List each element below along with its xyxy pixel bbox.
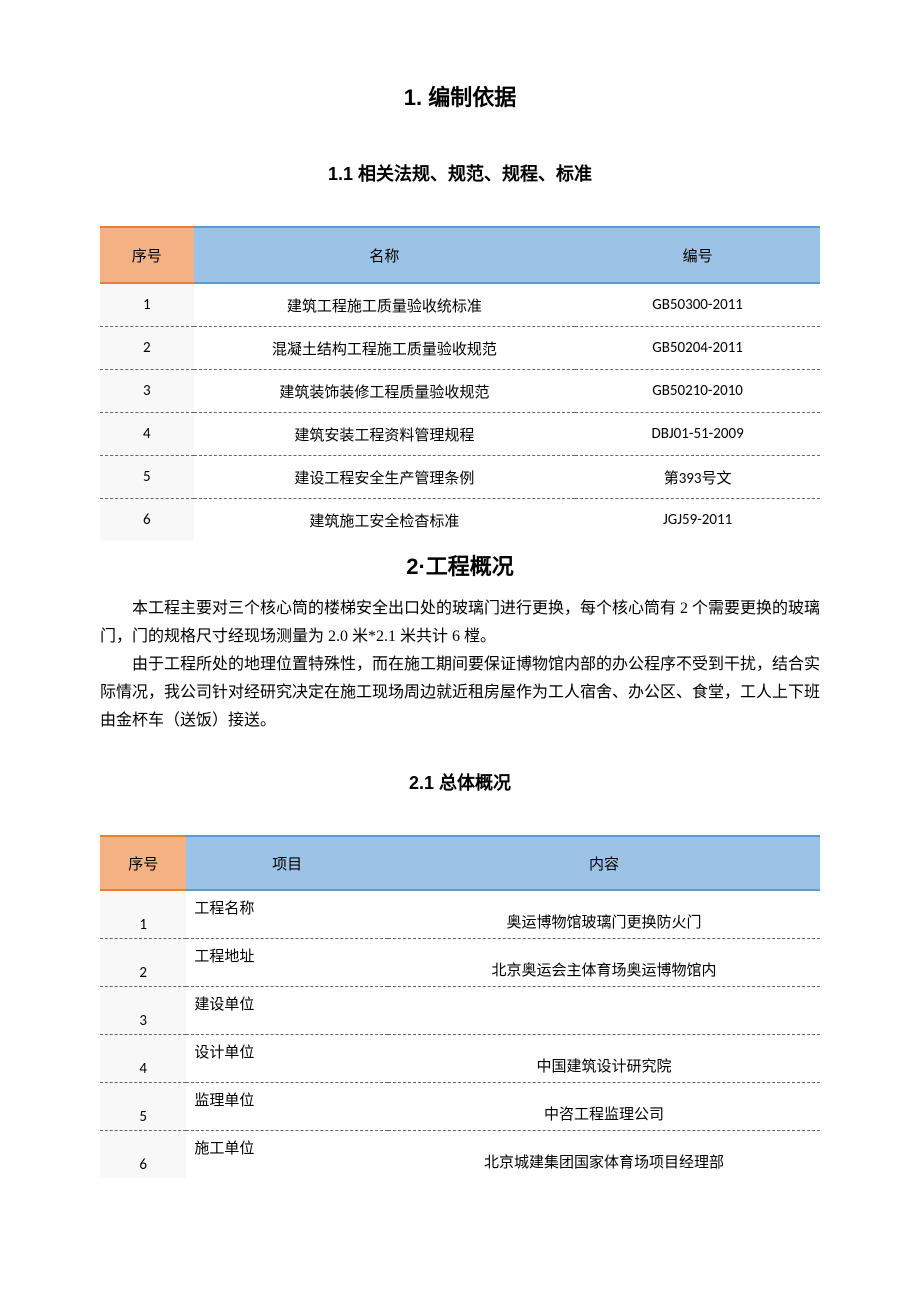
cell-content: 北京奥运会主体育场奥运博物馆内 [388,939,820,987]
table-row: 1建筑工程施工质量验收统标准GB50300-2011 [100,283,820,327]
table-header-row: 序号 项目 内容 [100,836,820,890]
cell-project: 设计单位 [186,1035,388,1083]
cell-content [388,987,820,1035]
cell-seq: 3 [100,370,194,413]
cell-seq: 2 [100,327,194,370]
regulations-tbody: 1建筑工程施工质量验收统标准GB50300-20112混凝土结构工程施工质量验收… [100,283,820,541]
cell-code: DBJ01-51-2009 [575,413,820,456]
section2-subtitle: 2.1 总体概况 [100,769,820,795]
overview-table: 序号 项目 内容 1工程名称奥运博物馆玻璃门更换防火门2工程地址北京奥运会主体育… [100,835,820,1178]
cell-project: 工程名称 [186,890,388,939]
cell-code: GB50300-2011 [575,283,820,327]
cell-seq: 4 [100,1035,186,1083]
cell-project: 工程地址 [186,939,388,987]
table-row: 3建设单位 [100,987,820,1035]
cell-name: 建筑工程施工质量验收统标准 [194,283,576,327]
cell-code: JGJ59-2011 [575,499,820,542]
table-row: 5监理单位中咨工程监理公司 [100,1083,820,1131]
table-row: 4建筑安装工程资料管理规程DBJ01-51-2009 [100,413,820,456]
cell-seq: 1 [100,283,194,327]
document-page: 1. 编制依据 1.1 相关法规、规范、规程、标准 序号 名称 编号 1建筑工程… [0,0,920,1246]
cell-seq: 6 [100,1131,186,1179]
section1-subtitle: 1.1 相关法规、规范、规程、标准 [100,160,820,186]
cell-code: 第393号文 [575,456,820,499]
cell-code: GB50204-2011 [575,327,820,370]
cell-content: 北京城建集团国家体育场项目经理部 [388,1131,820,1179]
overview-table-wrap: 序号 项目 内容 1工程名称奥运博物馆玻璃门更换防火门2工程地址北京奥运会主体育… [100,835,820,1178]
overview-para-2: 由于工程所处的地理位置特殊性，而在施工期间要保证博物馆内部的办公程序不受到干扰，… [100,651,820,735]
table-row: 4设计单位中国建筑设计研究院 [100,1035,820,1083]
cell-project: 施工单位 [186,1131,388,1179]
regulations-table: 序号 名称 编号 1建筑工程施工质量验收统标准GB50300-20112混凝土结… [100,226,820,541]
regulations-table-wrap: 序号 名称 编号 1建筑工程施工质量验收统标准GB50300-20112混凝土结… [100,226,820,541]
col-header-seq: 序号 [100,836,186,890]
cell-content: 奥运博物馆玻璃门更换防火门 [388,890,820,939]
table-row: 5建设工程安全生产管理条例第393号文 [100,456,820,499]
table-row: 6建筑施工安全检杳标准JGJ59-2011 [100,499,820,542]
col-header-name: 名称 [194,227,576,283]
cell-name: 混凝土结构工程施工质量验收规范 [194,327,576,370]
table-header-row: 序号 名称 编号 [100,227,820,283]
section1-title: 1. 编制依据 [100,80,820,112]
col-header-seq: 序号 [100,227,194,283]
col-header-proj: 项目 [186,836,388,890]
overview-tbody: 1工程名称奥运博物馆玻璃门更换防火门2工程地址北京奥运会主体育场奥运博物馆内3建… [100,890,820,1178]
overview-paragraphs: 本工程主要对三个核心筒的楼梯安全出口处的玻璃门进行更换，每个核心筒有 2 个需要… [100,595,820,735]
table-row: 2工程地址北京奥运会主体育场奥运博物馆内 [100,939,820,987]
col-header-code: 编号 [575,227,820,283]
cell-content: 中咨工程监理公司 [388,1083,820,1131]
table-row: 6施工单位北京城建集团国家体育场项目经理部 [100,1131,820,1179]
cell-name: 建筑施工安全检杳标准 [194,499,576,542]
section2-title: 2·工程概况 [100,549,820,581]
table-row: 3建筑装饰装修工程质量验收规范GB50210-2010 [100,370,820,413]
cell-name: 建筑装饰装修工程质量验收规范 [194,370,576,413]
cell-project: 监理单位 [186,1083,388,1131]
cell-seq: 5 [100,456,194,499]
cell-seq: 1 [100,890,186,939]
table-row: 1工程名称奥运博物馆玻璃门更换防火门 [100,890,820,939]
table-row: 2混凝土结构工程施工质量验收规范GB50204-2011 [100,327,820,370]
cell-seq: 2 [100,939,186,987]
col-header-content: 内容 [388,836,820,890]
overview-para-1: 本工程主要对三个核心筒的楼梯安全出口处的玻璃门进行更换，每个核心筒有 2 个需要… [100,595,820,651]
cell-name: 建设工程安全生产管理条例 [194,456,576,499]
cell-code: GB50210-2010 [575,370,820,413]
cell-seq: 5 [100,1083,186,1131]
cell-project: 建设单位 [186,987,388,1035]
cell-seq: 6 [100,499,194,542]
cell-name: 建筑安装工程资料管理规程 [194,413,576,456]
cell-seq: 4 [100,413,194,456]
cell-seq: 3 [100,987,186,1035]
cell-content: 中国建筑设计研究院 [388,1035,820,1083]
